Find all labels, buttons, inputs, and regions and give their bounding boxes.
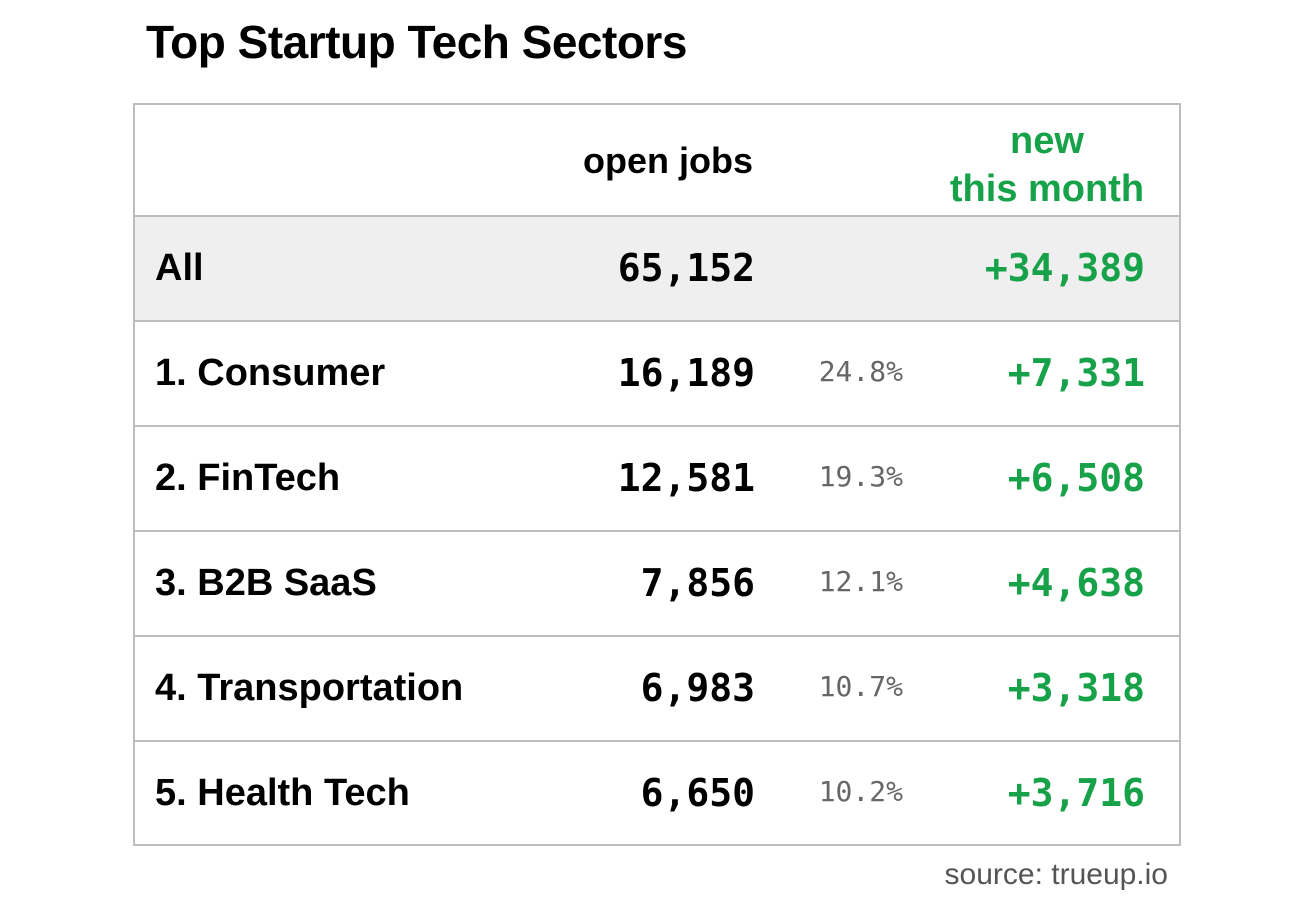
row-label: 1. Consumer [155,352,386,394]
new-this-month-column-header: new this month [927,117,1167,213]
open-jobs-value: 6,983 [640,666,755,710]
open-jobs-value: 6,650 [640,771,755,815]
open-jobs-value: 12,581 [617,456,755,500]
sector-table: open jobs new this month All 65,152 +34,… [133,103,1181,846]
new-header-line-2: this month [949,168,1145,210]
table-row: 2. FinTech 12,581 19.3% +6,508 [135,427,1179,532]
row-label: All [155,247,204,289]
share-percent: 10.7% [818,670,903,703]
row-label: 3. B2B SaaS [155,562,377,604]
chart-title: Top Startup Tech Sectors [146,16,687,68]
share-percent: 10.2% [818,775,903,808]
table-row-all: All 65,152 +34,389 [135,217,1179,322]
open-jobs-value: 7,856 [640,561,755,605]
table-row: 3. B2B SaaS 7,856 12.1% +4,638 [135,532,1179,637]
open-jobs-column-header: open jobs [583,140,753,181]
row-label: 2. FinTech [155,457,341,499]
source-credit: source: trueup.io [944,858,1168,891]
table-row: 1. Consumer 16,189 24.8% +7,331 [135,322,1179,427]
new-header-line-1: new [1010,120,1084,162]
row-label: 4. Transportation [155,667,464,709]
table-row: 5. Health Tech 6,650 10.2% +3,716 [135,742,1179,845]
new-this-month-value: +34,389 [984,246,1145,290]
share-percent: 19.3% [818,460,903,493]
table-header-row: open jobs new this month [135,105,1179,217]
new-this-month-value: +3,716 [1007,771,1145,815]
new-this-month-value: +3,318 [1007,666,1145,710]
new-this-month-value: +6,508 [1007,456,1145,500]
open-jobs-value: 16,189 [617,351,755,395]
new-this-month-value: +7,331 [1007,351,1145,395]
table-row: 4. Transportation 6,983 10.7% +3,318 [135,637,1179,742]
share-percent: 24.8% [818,355,903,388]
row-label: 5. Health Tech [155,772,410,814]
share-percent: 12.1% [818,565,903,598]
new-this-month-value: +4,638 [1007,561,1145,605]
open-jobs-value: 65,152 [617,246,755,290]
